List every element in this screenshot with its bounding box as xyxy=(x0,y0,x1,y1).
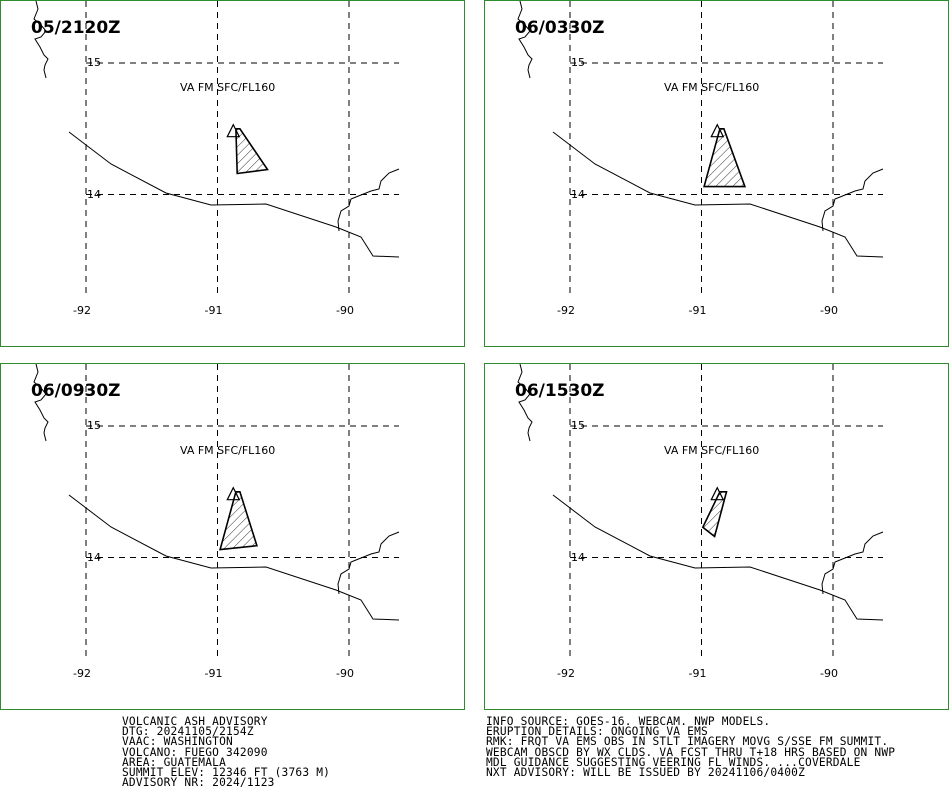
latitude-tick-label: 14 xyxy=(87,187,101,201)
forecast-panel: 06/0330Z VA FM SFC/FL160 15 14 -92 -91 -90 xyxy=(484,0,949,347)
coastline xyxy=(552,494,884,621)
latitude-tick-label: 14 xyxy=(87,550,101,564)
advisory-line: RMK: FRQT VA EMS OBS IN STLT IMAGERY MOV… xyxy=(486,735,889,749)
volcano-icon xyxy=(710,486,725,501)
flight-level-label: VA FM SFC/FL160 xyxy=(664,81,760,94)
advisory-line: NXT ADVISORY: WILL BE ISSUED BY 20241106… xyxy=(486,766,806,780)
longitude-tick-label: -91 xyxy=(204,304,223,317)
coastline-north xyxy=(517,364,533,442)
coastline xyxy=(68,131,400,258)
advisory-line: ERUPTION DETAILS: ONGOING VA EMS xyxy=(486,725,708,739)
longitude-tick-label: -92 xyxy=(73,304,91,317)
ash-cloud-polygon xyxy=(219,491,258,551)
forecast-panel: 05/2120Z VA FM SFC/FL160 15 14 -92 -91 -90 xyxy=(0,0,465,347)
advisory-remarks-text: INFO SOURCE: GOES-16. WEBCAM. NWP MODELS… xyxy=(486,715,896,780)
forecast-panel: 06/1530Z VA FM SFC/FL160 15 14 -92 -91 -90 xyxy=(484,363,949,710)
coastline xyxy=(68,494,400,621)
longitude-tick-label: -91 xyxy=(688,304,707,317)
longitude-tick-label: -90 xyxy=(336,304,354,317)
longitude-tick-label: -90 xyxy=(820,667,838,680)
longitude-tick-label: -92 xyxy=(557,304,575,317)
valid-time-label: 05/2120Z xyxy=(31,18,121,38)
latitude-tick-label: 14 xyxy=(571,187,585,201)
latitude-tick-label: 14 xyxy=(571,550,585,564)
valid-time-label: 06/0330Z xyxy=(515,18,605,38)
advisory-header-text: VOLCANIC ASH ADVISORY DTG: 20241105/2154Z… xyxy=(122,715,331,790)
advisory-line: VAAC: WASHINGTON xyxy=(122,735,233,749)
flight-level-label: VA FM SFC/FL160 xyxy=(664,444,760,457)
border-line xyxy=(337,531,400,595)
longitude-tick-label: -92 xyxy=(73,667,91,680)
border-line xyxy=(337,168,400,232)
valid-time-label: 06/0930Z xyxy=(31,381,121,401)
latitude-tick-label: 15 xyxy=(87,419,101,432)
volcano-icon xyxy=(226,486,241,501)
border-line xyxy=(821,531,884,595)
advisory-line: VOLCANIC ASH ADVISORY xyxy=(122,715,268,728)
map-canvas xyxy=(33,364,400,659)
longitude-tick-label: -90 xyxy=(336,667,354,680)
valid-time-label: 06/1530Z xyxy=(515,381,605,401)
advisory-line: DTG: 20241105/2154Z xyxy=(122,725,254,739)
advisory-line: SUMMIT ELEV: 12346 FT (3763 M) xyxy=(122,766,331,780)
advisory-line: INFO SOURCE: GOES-16. WEBCAM. NWP MODELS… xyxy=(486,715,771,728)
volcano-icon xyxy=(710,123,725,138)
map-canvas xyxy=(517,1,884,296)
ash-cloud-polygon xyxy=(701,491,728,538)
flight-level-label: VA FM SFC/FL160 xyxy=(180,81,276,94)
advisory-line: MDL GUIDANCE SUGGESTING VEERING FL WINDS… xyxy=(486,755,861,769)
ash-cloud-polygon xyxy=(703,128,747,188)
border-line xyxy=(821,168,884,232)
map-canvas xyxy=(517,364,884,659)
longitude-tick-label: -91 xyxy=(204,667,223,680)
coastline-north xyxy=(33,364,49,442)
advisory-line: VOLCANO: FUEGO 342090 xyxy=(122,745,268,759)
latitude-tick-label: 15 xyxy=(87,56,101,69)
longitude-tick-label: -91 xyxy=(688,667,707,680)
latitude-tick-label: 15 xyxy=(571,419,585,432)
ash-cloud-polygon xyxy=(235,128,269,175)
longitude-tick-label: -90 xyxy=(820,304,838,317)
advisory-line: ADVISORY NR: 2024/1123 xyxy=(122,776,275,790)
coastline-north xyxy=(33,1,49,79)
forecast-panel: 06/0930Z VA FM SFC/FL160 15 14 -92 -91 -90 xyxy=(0,363,465,710)
advisory-line: WEBCAM OBSCD BY WX CLDS. VA FCST THRU T+… xyxy=(486,745,896,759)
latitude-tick-label: 15 xyxy=(571,56,585,69)
coastline-north xyxy=(517,1,533,79)
volcano-icon xyxy=(226,123,241,138)
flight-level-label: VA FM SFC/FL160 xyxy=(180,444,276,457)
longitude-tick-label: -92 xyxy=(557,667,575,680)
coastline xyxy=(552,131,884,258)
advisory-line: AREA: GUATEMALA xyxy=(122,755,227,769)
map-canvas xyxy=(33,1,400,296)
